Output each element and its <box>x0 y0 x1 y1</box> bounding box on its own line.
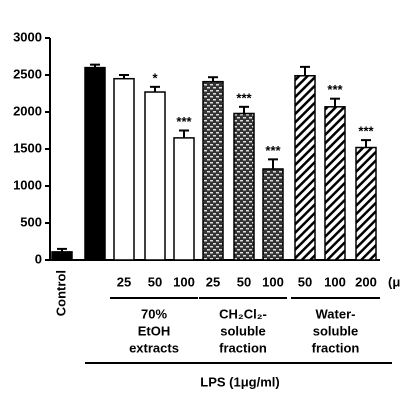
group-label: soluble <box>313 323 359 338</box>
y-tick-label: 3000 <box>13 29 42 44</box>
bar <box>202 80 224 261</box>
bar <box>144 91 166 261</box>
group-label: CH₂Cl₂- <box>219 306 267 321</box>
group-label: Water- <box>316 306 356 321</box>
x-tick-label: 25 <box>206 274 220 289</box>
group-label: EtOH <box>138 323 171 338</box>
significance-label: *** <box>358 124 374 139</box>
x-tick-label: 100 <box>324 274 346 289</box>
x-tick-label: 50 <box>298 274 312 289</box>
x-tick-label: 100 <box>173 274 195 289</box>
y-tick-label: 500 <box>20 214 42 229</box>
bar <box>324 106 346 261</box>
y-tick-label: 0 <box>35 251 42 266</box>
bar <box>294 74 316 261</box>
x-tick-label: 25 <box>117 274 131 289</box>
group-label: fraction <box>312 340 360 355</box>
unit-label: (μ <box>388 274 400 289</box>
group-label: 70% <box>141 306 167 321</box>
x-tick-label: Control <box>53 270 68 316</box>
x-axis-label: LPS (1μg/ml) <box>200 374 279 389</box>
significance-label: * <box>152 70 158 85</box>
y-tick-label: 2000 <box>13 103 42 118</box>
y-tick-label: 1000 <box>13 177 42 192</box>
bar <box>113 77 135 261</box>
significance-label: *** <box>265 143 281 158</box>
bar <box>262 168 284 261</box>
x-tick-label: 200 <box>355 274 377 289</box>
bar <box>233 112 255 261</box>
bar <box>173 137 195 261</box>
group-label: extracts <box>129 340 179 355</box>
group-label: fraction <box>219 340 267 355</box>
x-tick-label: 50 <box>237 274 251 289</box>
group-label: soluble <box>220 323 266 338</box>
significance-label: *** <box>327 82 343 97</box>
bar <box>84 66 106 261</box>
bar <box>51 251 73 261</box>
significance-label: *** <box>176 114 192 129</box>
bar <box>355 146 377 261</box>
significance-label: *** <box>236 90 252 105</box>
y-tick-label: 1500 <box>13 140 42 155</box>
x-tick-label: 50 <box>148 274 162 289</box>
y-tick-label: 2500 <box>13 66 42 81</box>
x-tick-label: 100 <box>262 274 284 289</box>
